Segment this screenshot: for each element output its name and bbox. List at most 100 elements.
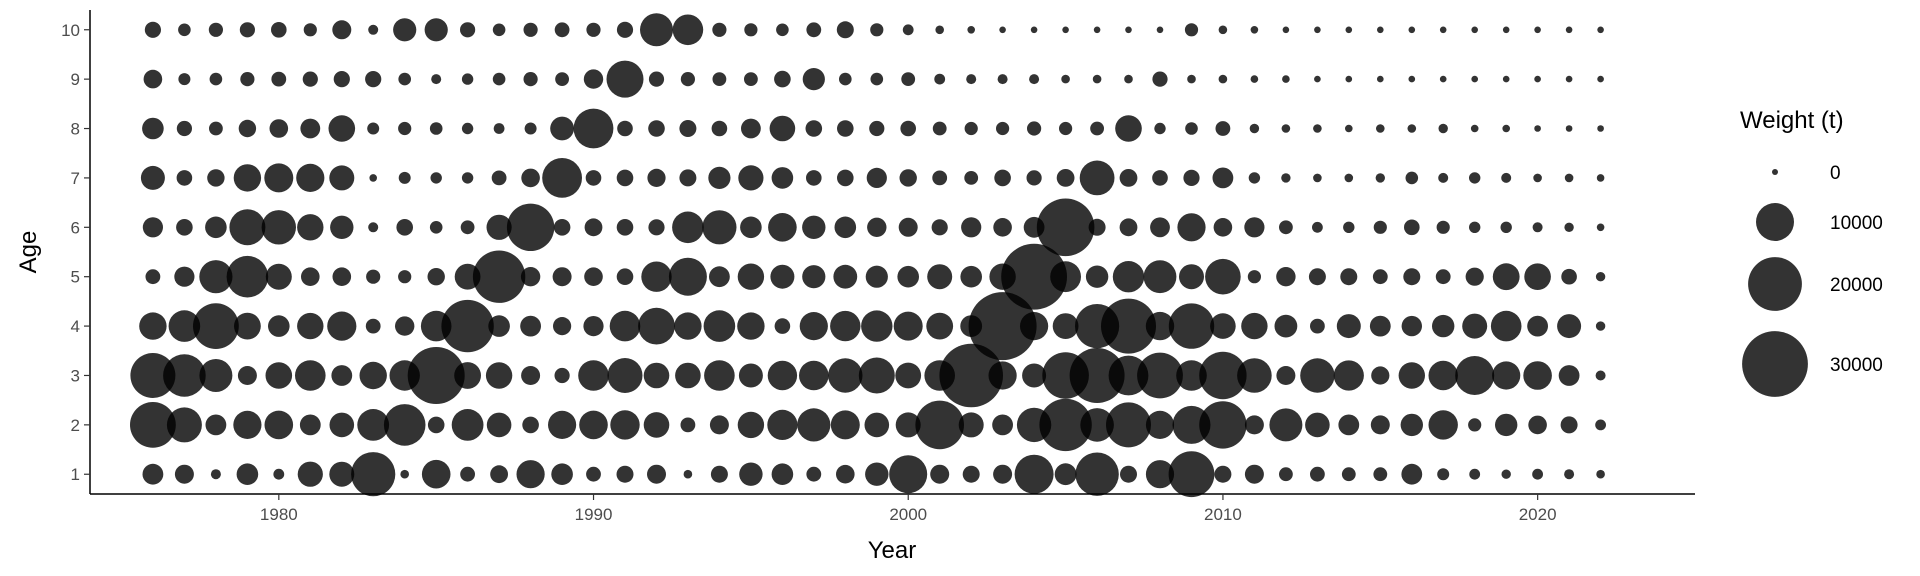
data-point-2002-age-10: [967, 26, 975, 34]
data-point-2002-age-1: [962, 465, 980, 483]
data-point-2000-age-9: [901, 72, 916, 86]
data-point-2022-age-8: [1597, 125, 1604, 132]
data-point-1994-age-7: [708, 166, 731, 189]
data-point-2011-age-8: [1249, 123, 1260, 134]
data-point-1983-age-5: [366, 269, 381, 284]
data-point-1986-age-1: [460, 466, 475, 482]
data-point-1982-age-10: [332, 20, 352, 40]
data-point-1990-age-9: [583, 69, 604, 89]
y-tick-label: 2: [71, 416, 80, 435]
data-point-1995-age-7: [738, 165, 764, 191]
data-point-2010-age-7: [1212, 167, 1234, 189]
data-point-1985-age-5: [427, 268, 445, 286]
data-point-2002-age-5: [960, 265, 982, 288]
data-point-1986-age-10: [460, 22, 476, 38]
data-point-2011-age-1: [1244, 464, 1264, 484]
data-point-2018-age-4: [1462, 313, 1488, 339]
data-point-2016-age-10: [1408, 26, 1416, 34]
data-point-1983-age-9: [365, 71, 382, 88]
data-point-2021-age-6: [1564, 222, 1574, 232]
data-point-1994-age-2: [709, 415, 729, 435]
data-point-2012-age-10: [1282, 26, 1290, 34]
data-point-1992-age-9: [648, 71, 665, 87]
data-point-2002-age-3: [939, 343, 1003, 408]
data-point-1983-age-8: [367, 122, 380, 135]
data-point-1976-age-7: [140, 165, 165, 190]
x-tick-label: 2020: [1519, 505, 1557, 524]
data-point-2015-age-3: [1371, 366, 1390, 385]
data-point-2000-age-3: [895, 362, 922, 389]
data-point-2021-age-5: [1561, 268, 1577, 285]
data-point-2013-age-7: [1313, 173, 1322, 183]
data-point-1999-age-3: [858, 357, 895, 394]
data-point-2008-age-6: [1150, 217, 1170, 238]
data-point-1980-age-1: [273, 468, 285, 480]
data-point-1996-age-2: [767, 409, 798, 440]
data-point-1982-age-9: [333, 71, 350, 88]
data-point-1981-age-7: [296, 163, 325, 192]
data-point-2019-age-7: [1501, 172, 1512, 183]
data-point-1979-age-8: [238, 119, 257, 138]
data-point-2011-age-2: [1244, 415, 1264, 435]
data-point-1978-age-9: [209, 72, 223, 86]
data-point-1988-age-2: [522, 416, 539, 434]
data-point-2009-age-1: [1168, 451, 1215, 498]
data-point-1983-age-7: [369, 174, 378, 182]
data-point-1983-age-1: [351, 452, 396, 497]
data-point-1999-age-9: [870, 72, 884, 86]
data-point-2022-age-9: [1597, 75, 1604, 83]
y-tick-label: 7: [71, 169, 80, 188]
data-point-2011-age-9: [1250, 75, 1259, 83]
data-point-1992-age-6: [648, 219, 665, 236]
data-point-2015-age-7: [1375, 173, 1386, 183]
data-point-2009-age-5: [1179, 264, 1204, 290]
data-point-1986-age-2: [451, 409, 484, 441]
data-point-2017-age-10: [1439, 26, 1447, 34]
data-point-1983-age-3: [359, 361, 387, 390]
data-point-1976-age-5: [145, 269, 161, 285]
data-point-2005-age-5: [1050, 261, 1081, 293]
data-point-1977-age-6: [176, 219, 193, 236]
data-point-1992-age-3: [643, 362, 670, 389]
data-point-2005-age-1: [1054, 463, 1077, 486]
data-point-2006-age-8: [1090, 121, 1104, 136]
data-point-2019-age-1: [1501, 469, 1511, 479]
data-point-1997-age-4: [799, 312, 828, 341]
data-point-1998-age-5: [833, 264, 858, 289]
data-point-1997-age-1: [806, 466, 822, 482]
data-point-1985-age-6: [429, 221, 443, 234]
data-point-1995-age-1: [739, 462, 763, 486]
data-point-2013-age-4: [1310, 318, 1325, 334]
data-point-2001-age-9: [934, 73, 946, 85]
data-point-2000-age-2: [895, 412, 921, 438]
data-point-2016-age-7: [1405, 171, 1419, 185]
data-point-1995-age-2: [737, 411, 765, 439]
data-point-2004-age-3: [1022, 363, 1047, 388]
data-point-2000-age-5: [897, 265, 919, 288]
data-point-2006-age-2: [1080, 408, 1114, 442]
data-point-2009-age-10: [1184, 23, 1199, 37]
data-point-1992-age-7: [647, 168, 666, 187]
data-point-2015-age-2: [1370, 415, 1390, 435]
data-point-1999-age-8: [869, 120, 885, 137]
data-point-1994-age-3: [704, 360, 735, 391]
data-point-2007-age-9: [1124, 74, 1133, 84]
data-point-2006-age-3: [1069, 348, 1125, 403]
data-point-1993-age-8: [679, 120, 697, 137]
data-point-1995-age-10: [744, 23, 758, 37]
data-point-1988-age-4: [520, 315, 541, 337]
data-point-1978-age-1: [210, 469, 221, 480]
data-point-2019-age-3: [1492, 361, 1521, 390]
data-point-1987-age-3: [485, 362, 513, 389]
data-point-1978-age-7: [207, 169, 225, 187]
data-point-2005-age-2: [1039, 398, 1092, 452]
data-point-1984-age-1: [400, 469, 410, 479]
data-point-2020-age-2: [1528, 415, 1547, 435]
data-point-2020-age-3: [1523, 361, 1552, 390]
data-point-2018-age-9: [1471, 75, 1478, 83]
data-point-2007-age-8: [1115, 115, 1142, 142]
data-point-2020-age-6: [1532, 222, 1543, 233]
data-point-2007-age-7: [1119, 169, 1138, 187]
data-point-2019-age-8: [1502, 124, 1510, 133]
data-point-2012-age-5: [1276, 267, 1296, 287]
